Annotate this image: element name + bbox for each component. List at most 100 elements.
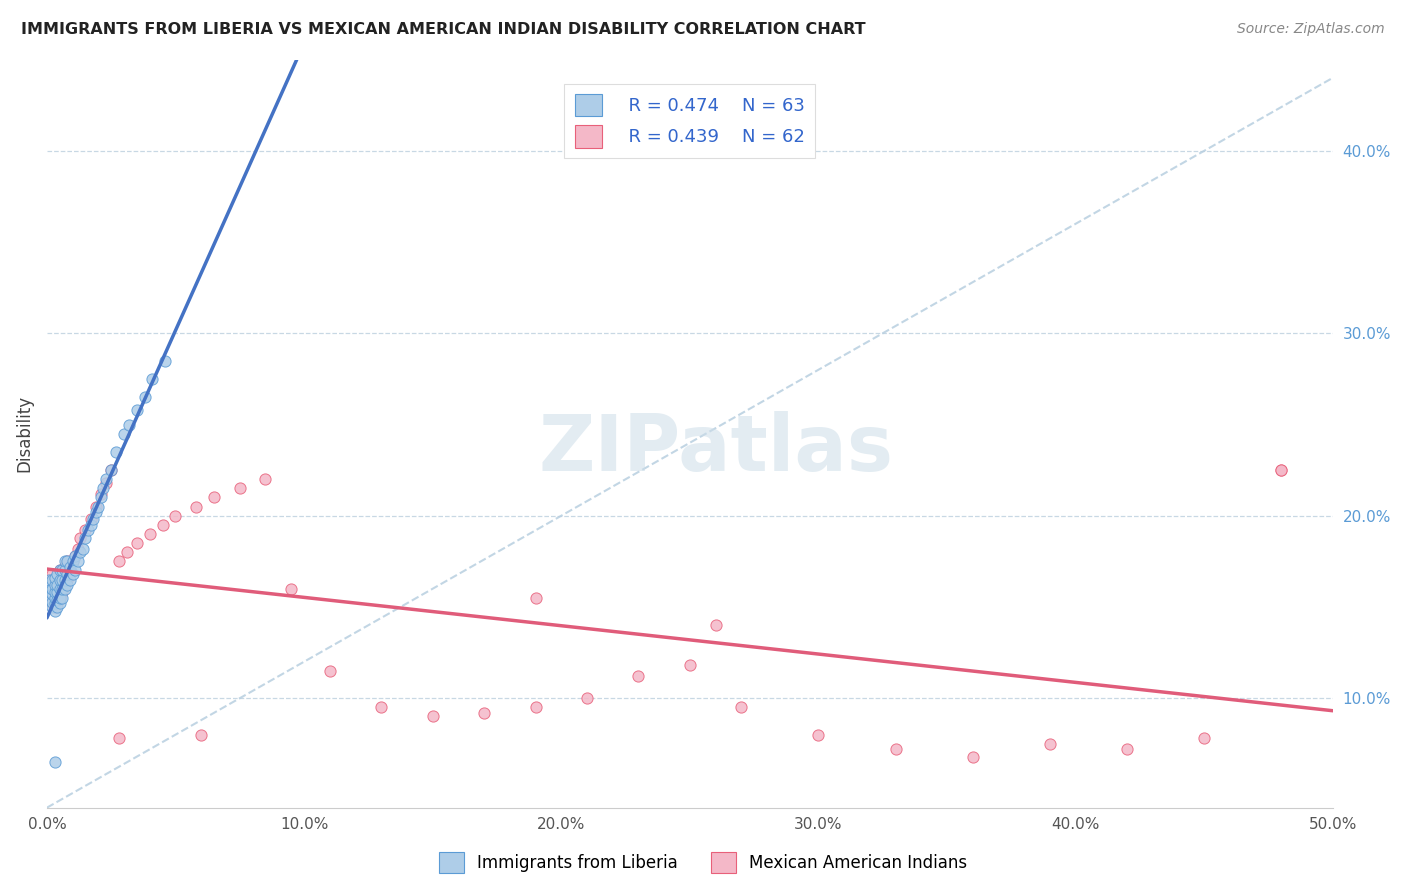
Point — [72, 541, 94, 556]
Point — [69, 545, 91, 559]
Point — [1039, 737, 1062, 751]
Point — [1192, 731, 1215, 746]
Point — [51, 585, 73, 599]
Point — [44, 578, 66, 592]
Point — [46, 578, 69, 592]
Point — [90, 487, 112, 501]
Point — [48, 591, 70, 605]
Point — [46, 585, 69, 599]
Point — [1116, 742, 1139, 756]
Point — [422, 709, 444, 723]
Point — [63, 549, 86, 563]
Point — [41, 585, 63, 599]
Point — [84, 505, 107, 519]
Point — [152, 517, 174, 532]
Point — [51, 564, 73, 578]
Point — [56, 554, 79, 568]
Point — [46, 599, 69, 614]
Point — [38, 573, 60, 587]
Point — [44, 585, 66, 599]
Y-axis label: Disability: Disability — [15, 395, 32, 472]
Point — [627, 669, 650, 683]
Point — [38, 591, 60, 605]
Point — [184, 500, 207, 514]
Point — [62, 554, 84, 568]
Point — [48, 591, 70, 605]
Point — [41, 599, 63, 614]
Point — [112, 426, 135, 441]
Point — [51, 582, 73, 596]
Point — [100, 463, 122, 477]
Point — [44, 755, 66, 769]
Point — [75, 531, 97, 545]
Point — [62, 554, 84, 568]
Point — [38, 578, 60, 592]
Point — [704, 618, 727, 632]
Point — [108, 731, 131, 746]
Point — [48, 564, 70, 578]
Point — [229, 482, 252, 496]
Point — [165, 508, 187, 523]
Point — [41, 587, 63, 601]
Point — [141, 372, 163, 386]
Point — [82, 512, 104, 526]
Point — [69, 531, 91, 545]
Point — [44, 585, 66, 599]
Point — [280, 582, 302, 596]
Point — [48, 582, 70, 596]
Point — [125, 536, 148, 550]
Point — [44, 591, 66, 605]
Point — [319, 664, 342, 678]
Point — [75, 524, 97, 538]
Point — [108, 554, 131, 568]
Point — [807, 728, 830, 742]
Point — [41, 596, 63, 610]
Point — [962, 749, 984, 764]
Point — [59, 573, 82, 587]
Point — [524, 700, 547, 714]
Point — [77, 524, 100, 538]
Point — [105, 445, 128, 459]
Point — [53, 554, 76, 568]
Point — [125, 403, 148, 417]
Point — [51, 591, 73, 605]
Point — [100, 463, 122, 477]
Point — [94, 475, 117, 490]
Point — [44, 604, 66, 618]
Point — [44, 573, 66, 587]
Point — [139, 527, 162, 541]
Point — [41, 594, 63, 608]
Legend:   R = 0.474    N = 63,   R = 0.439    N = 62: R = 0.474 N = 63, R = 0.439 N = 62 — [564, 84, 815, 159]
Point — [254, 472, 277, 486]
Point — [79, 512, 101, 526]
Text: Source: ZipAtlas.com: Source: ZipAtlas.com — [1237, 22, 1385, 37]
Point — [56, 573, 79, 587]
Point — [51, 567, 73, 582]
Point — [53, 573, 76, 587]
Point — [62, 567, 84, 582]
Point — [575, 691, 598, 706]
Point — [66, 554, 89, 568]
Point — [1270, 463, 1292, 477]
Point — [153, 353, 176, 368]
Point — [679, 658, 702, 673]
Point — [94, 472, 117, 486]
Point — [48, 564, 70, 578]
Point — [53, 564, 76, 578]
Point — [56, 578, 79, 592]
Point — [41, 582, 63, 596]
Point — [46, 578, 69, 592]
Point — [59, 564, 82, 578]
Point — [53, 582, 76, 596]
Point — [1270, 463, 1292, 477]
Point — [79, 517, 101, 532]
Point — [884, 742, 907, 756]
Point — [190, 728, 212, 742]
Point — [730, 700, 752, 714]
Point — [63, 564, 86, 578]
Point — [63, 549, 86, 563]
Point — [56, 554, 79, 568]
Point — [90, 491, 112, 505]
Point — [134, 390, 156, 404]
Point — [84, 500, 107, 514]
